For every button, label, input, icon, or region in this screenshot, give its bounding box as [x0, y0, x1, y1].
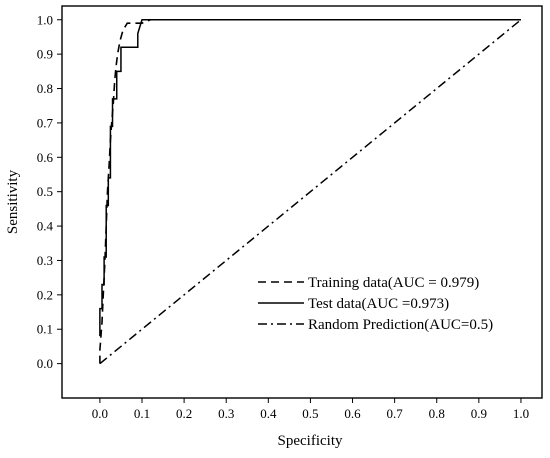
x-tick-label: 0.5: [302, 406, 318, 421]
x-tick-label: 0.2: [176, 406, 192, 421]
y-tick-label: 0.6: [37, 150, 54, 165]
x-tick-label: 0.1: [134, 406, 150, 421]
y-tick-label: 0.4: [37, 219, 54, 234]
series-layer: [99, 18, 522, 365]
plot-frame: [61, 5, 543, 399]
series-line-1: [99, 19, 521, 337]
y-axis-label: Sensitivity: [5, 169, 21, 234]
legend-label-1: Test data(AUC =0.973): [308, 296, 449, 312]
x-tick-label: 0.3: [218, 406, 234, 421]
y-tick-label: 0.7: [37, 115, 54, 130]
y-tick-label: 0.3: [37, 253, 53, 268]
legend: Training data(AUC = 0.979) Test data(AUC …: [258, 275, 493, 333]
y-tick-label: 1.0: [37, 12, 53, 27]
x-tick-label: 0.6: [344, 406, 361, 421]
legend-label-0: Training data(AUC = 0.979): [308, 275, 479, 291]
x-tick-label: 0.4: [260, 406, 277, 421]
x-axis-ticks: 0.0 0.1 0.2 0.3 0.4 0.5 0.6 0.7 0.8 0.9 1.0: [92, 398, 529, 421]
series-line-2: [99, 19, 522, 365]
y-axis-ticks: 0.0 0.1 0.2 0.3 0.4 0.5 0.6 0.7 0.8 0.9 1.0: [37, 12, 62, 371]
x-tick-label: 0.9: [471, 406, 487, 421]
x-tick-label: 0.8: [429, 406, 445, 421]
legend-label-2: Random Prediction(AUC=0.5): [308, 317, 493, 333]
x-tick-label: 0.7: [387, 406, 404, 421]
x-tick-label: 0.0: [92, 406, 108, 421]
y-tick-label: 0.1: [37, 322, 53, 337]
y-tick-label: 0.9: [37, 47, 53, 62]
y-tick-label: 0.0: [37, 356, 53, 371]
x-axis-label: Specificity: [278, 433, 343, 449]
y-tick-label: 0.5: [37, 184, 53, 199]
y-tick-label: 0.8: [37, 81, 53, 96]
y-tick-label: 0.2: [37, 287, 53, 302]
x-tick-label: 1.0: [513, 406, 529, 421]
